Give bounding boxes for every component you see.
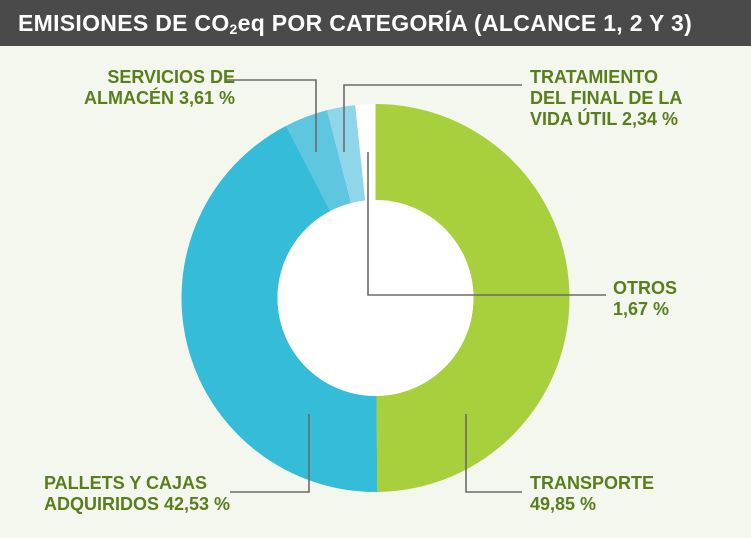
slice-label-servicios-almacen: SERVICIOS DE ALMACÉN 3,61 % (84, 67, 235, 109)
label-line: TRANSPORTE (530, 473, 655, 493)
leader-otros (367, 152, 606, 296)
chart-title-suffix: eq POR CATEGORÍA (ALCANCE 1, 2 Y 3) (237, 9, 693, 36)
label-line: TRATAMIENTO (530, 67, 658, 87)
chart-title-prefix: EMISIONES DE CO (18, 9, 230, 36)
slice-transporte (375, 104, 570, 492)
donut-slices (181, 104, 570, 492)
chart-title: EMISIONES DE CO2eq POR CATEGORÍA (ALCANC… (18, 10, 692, 37)
slice-pallets (181, 125, 378, 492)
leader-servicios-almacen (225, 79, 317, 152)
leader-lines (225, 79, 606, 493)
slice-label-transporte: TRANSPORTE 49,85 % (530, 473, 654, 515)
chart-header: EMISIONES DE CO2eq POR CATEGORÍA (ALCANC… (0, 0, 751, 46)
label-line: ALMACÉN 3,61 % (84, 88, 236, 108)
slice-tratamiento (327, 105, 366, 204)
leader-tratamiento (343, 84, 522, 152)
label-line: 49,85 % (530, 494, 597, 514)
chart-title-subscript: 2 (229, 20, 238, 37)
label-line: PALLETS Y CAJAS (44, 473, 208, 493)
label-line: VIDA ÚTIL 2,34 % (530, 109, 679, 129)
slice-label-tratamiento: TRATAMIENTO DEL FINAL DE LA VIDA ÚTIL 2,… (530, 67, 682, 130)
label-line: SERVICIOS DE (107, 67, 236, 87)
label-line: DEL FINAL DE LA (530, 88, 683, 108)
label-line: OTROS (613, 278, 678, 298)
label-line: 1,67 % (613, 299, 670, 319)
leader-pallets (230, 414, 310, 493)
leader-transporte (465, 414, 522, 493)
slice-otros (355, 104, 376, 201)
donut-hole (277, 200, 474, 396)
slice-servicios-almacen (286, 110, 352, 212)
slice-label-otros: OTROS 1,67 % (613, 278, 677, 320)
slice-label-pallets: PALLETS Y CAJAS ADQUIRIDOS 42,53 % (44, 473, 230, 515)
label-line: ADQUIRIDOS 42,53 % (44, 494, 231, 514)
